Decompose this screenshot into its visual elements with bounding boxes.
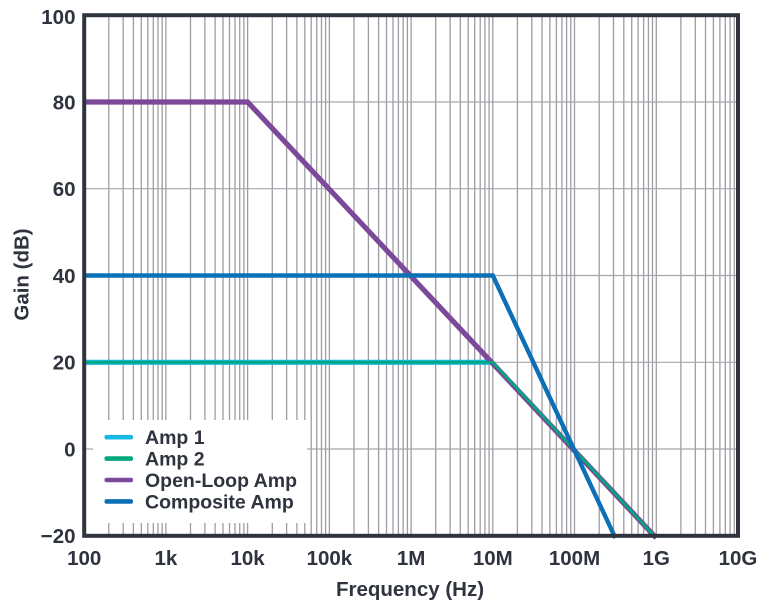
svg-text:1G: 1G [643, 547, 670, 570]
svg-text:1M: 1M [397, 547, 425, 570]
svg-text:Amp 2: Amp 2 [145, 449, 205, 471]
svg-text:Composite Amp: Composite Amp [145, 491, 294, 513]
svg-text:100k: 100k [307, 547, 353, 570]
svg-text:Gain (dB): Gain (dB) [11, 228, 34, 320]
svg-text:100: 100 [67, 547, 101, 570]
svg-text:40: 40 [53, 265, 76, 288]
svg-text:−20: −20 [41, 525, 76, 548]
svg-text:80: 80 [53, 91, 76, 114]
svg-text:10M: 10M [473, 547, 513, 570]
svg-text:Amp 1: Amp 1 [145, 427, 205, 449]
svg-text:100M: 100M [549, 547, 600, 570]
svg-text:Frequency (Hz): Frequency (Hz) [336, 578, 484, 601]
svg-text:10G: 10G [719, 547, 758, 570]
svg-text:60: 60 [53, 178, 76, 201]
svg-text:0: 0 [64, 438, 75, 461]
svg-text:10k: 10k [230, 547, 265, 570]
svg-text:1k: 1k [154, 547, 177, 570]
svg-text:Open-Loop Amp: Open-Loop Amp [145, 470, 297, 492]
svg-text:20: 20 [53, 352, 76, 375]
svg-text:100: 100 [41, 6, 75, 29]
